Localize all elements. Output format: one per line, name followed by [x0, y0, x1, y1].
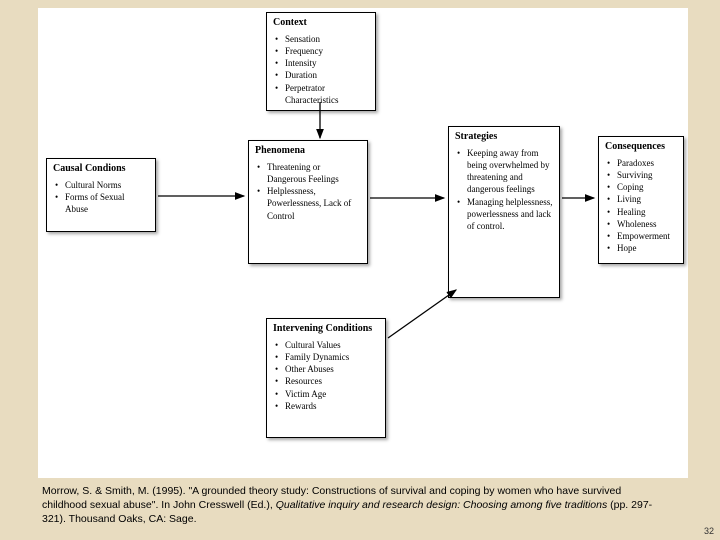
list-item: Surviving	[607, 169, 677, 181]
box-consequences-title: Consequences	[605, 141, 677, 153]
box-phenomena: Phenomena Threatening or Dangerous Feeli…	[248, 140, 368, 264]
list-item: Sensation	[275, 33, 369, 45]
page-number: 32	[704, 526, 714, 536]
box-context-list: SensationFrequencyIntensityDurationPerpe…	[273, 33, 369, 106]
list-item: Forms of Sexual Abuse	[55, 191, 149, 215]
diagram-panel: Context SensationFrequencyIntensityDurat…	[38, 8, 688, 478]
box-intervening-list: Cultural ValuesFamily DynamicsOther Abus…	[273, 339, 379, 412]
list-item: Rewards	[275, 400, 379, 412]
list-item: Family Dynamics	[275, 351, 379, 363]
list-item: Threatening or Dangerous Feelings	[257, 161, 361, 185]
list-item: Frequency	[275, 45, 369, 57]
list-item: Duration	[275, 69, 369, 81]
list-item: Other Abuses	[275, 363, 379, 375]
box-strategies-title: Strategies	[455, 131, 553, 143]
list-item: Coping	[607, 181, 677, 193]
box-intervening: Intervening Conditions Cultural ValuesFa…	[266, 318, 386, 438]
box-causal: Causal Condions Cultural NormsForms of S…	[46, 158, 156, 232]
list-item: Paradoxes	[607, 157, 677, 169]
list-item: Helplessness, Powerlessness, Lack of Con…	[257, 185, 361, 221]
list-item: Resources	[275, 375, 379, 387]
box-strategies-list: Keeping away from being overwhelmed by t…	[455, 147, 553, 232]
box-consequences: Consequences ParadoxesSurvivingCopingLiv…	[598, 136, 684, 264]
box-context: Context SensationFrequencyIntensityDurat…	[266, 12, 376, 111]
citation-text: Morrow, S. & Smith, M. (1995). "A ground…	[42, 484, 662, 527]
list-item: Perpetrator Characteristics	[275, 82, 369, 106]
list-item: Cultural Norms	[55, 179, 149, 191]
box-consequences-list: ParadoxesSurvivingCopingLivingHealingWho…	[605, 157, 677, 254]
list-item: Managing helplessness, powerlessness and…	[457, 196, 553, 232]
box-phenomena-list: Threatening or Dangerous FeelingsHelples…	[255, 161, 361, 222]
box-context-title: Context	[273, 17, 369, 29]
list-item: Hope	[607, 242, 677, 254]
list-item: Wholeness	[607, 218, 677, 230]
box-causal-list: Cultural NormsForms of Sexual Abuse	[53, 179, 149, 215]
list-item: Victim Age	[275, 388, 379, 400]
list-item: Empowerment	[607, 230, 677, 242]
box-causal-title: Causal Condions	[53, 163, 149, 175]
list-item: Cultural Values	[275, 339, 379, 351]
list-item: Intensity	[275, 57, 369, 69]
citation-italic: Qualitative inquiry and research design:…	[276, 499, 608, 511]
box-phenomena-title: Phenomena	[255, 145, 361, 157]
box-strategies: Strategies Keeping away from being overw…	[448, 126, 560, 298]
list-item: Healing	[607, 206, 677, 218]
box-intervening-title: Intervening Conditions	[273, 323, 379, 335]
list-item: Living	[607, 193, 677, 205]
list-item: Keeping away from being overwhelmed by t…	[457, 147, 553, 196]
